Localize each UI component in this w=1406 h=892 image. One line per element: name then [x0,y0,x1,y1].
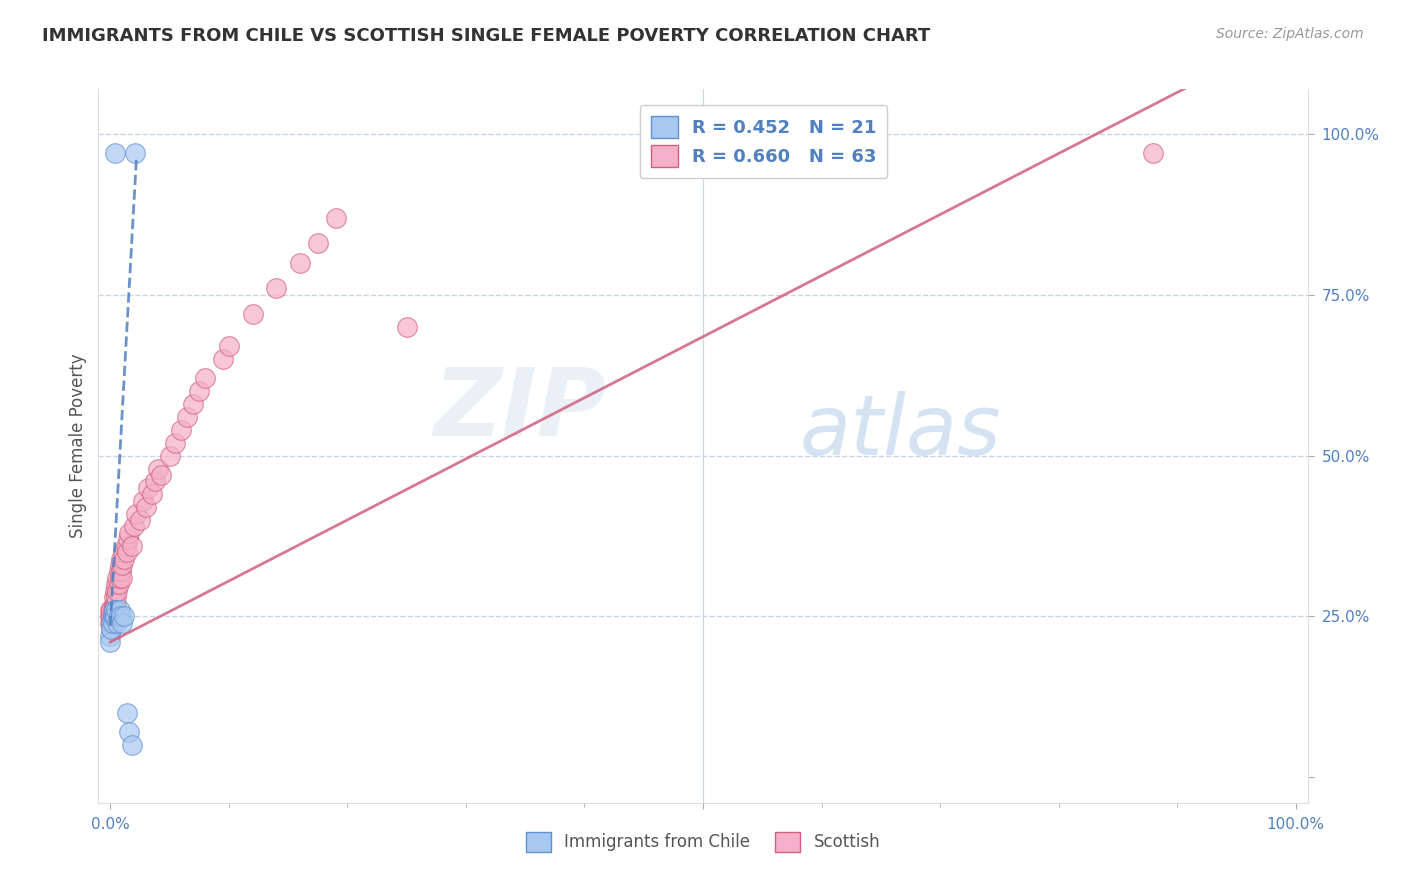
Point [132,493,155,508]
Point [103,609,125,624]
Point [114,609,136,624]
Point [101,609,124,624]
Point [150,467,173,482]
Point [107,565,129,579]
Text: atlas: atlas [800,392,1001,472]
Point [105,577,128,591]
Text: ZIP: ZIP [433,364,606,457]
Point [141,487,163,501]
Point [110,609,132,624]
Point [124,146,146,161]
Point [105,571,128,585]
Point [114,551,136,566]
Point [105,583,128,598]
Point [105,603,128,617]
Point [105,590,128,604]
Point [108,571,131,585]
Point [122,519,145,533]
Point [104,146,127,161]
Point [103,597,125,611]
Point [107,577,129,591]
Text: IMMIGRANTS FROM CHILE VS SCOTTISH SINGLE FEMALE POVERTY CORRELATION CHART: IMMIGRANTS FROM CHILE VS SCOTTISH SINGLE… [42,27,931,45]
Point [104,603,127,617]
Point [100,622,122,636]
Point [110,551,132,566]
Point [136,481,159,495]
Point [125,507,148,521]
Point [98,609,121,624]
Point [101,603,124,617]
Point [121,738,143,752]
Point [288,256,311,270]
Point [107,609,129,624]
Point [264,281,287,295]
Point [103,609,125,624]
Point [103,603,125,617]
Point [115,545,138,559]
Point [165,435,187,450]
Point [104,609,127,624]
Point [1142,146,1164,161]
Point [181,397,204,411]
Point [100,615,122,630]
Point [104,583,127,598]
Point [98,629,121,643]
Point [135,500,157,514]
Point [98,603,121,617]
Point [101,609,124,624]
Point [129,513,152,527]
Point [212,352,235,367]
Point [101,615,124,630]
Point [118,725,141,739]
Point [118,525,141,540]
Point [110,565,132,579]
Legend: Immigrants from Chile, Scottish: Immigrants from Chile, Scottish [519,825,887,859]
Point [242,307,264,321]
Point [103,590,125,604]
Point [218,339,240,353]
Point [100,603,122,617]
Point [98,615,121,630]
Point [395,320,418,334]
Point [100,622,122,636]
Point [194,371,217,385]
Point [105,597,128,611]
Point [101,615,124,630]
Y-axis label: Single Female Poverty: Single Female Poverty [69,354,87,538]
Point [114,539,136,553]
Point [104,597,127,611]
Point [188,384,211,399]
Point [105,615,128,630]
Point [117,533,139,547]
Point [170,423,193,437]
Point [108,558,131,572]
Point [146,461,169,475]
Point [111,571,134,585]
Point [325,211,347,225]
Text: Source: ZipAtlas.com: Source: ZipAtlas.com [1216,27,1364,41]
Point [121,539,143,553]
Point [112,545,135,559]
Point [143,475,166,489]
Point [111,558,134,572]
Point [159,449,181,463]
Point [111,615,134,630]
Point [176,410,198,425]
Point [98,635,121,649]
Point [307,236,329,251]
Point [103,603,125,617]
Point [108,603,131,617]
Point [115,706,138,720]
Point [100,615,122,630]
Point [100,609,122,624]
